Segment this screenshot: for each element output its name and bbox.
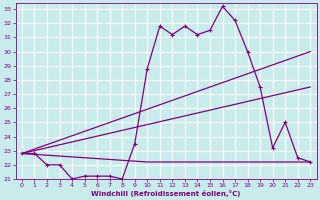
X-axis label: Windchill (Refroidissement éolien,°C): Windchill (Refroidissement éolien,°C) xyxy=(92,190,241,197)
